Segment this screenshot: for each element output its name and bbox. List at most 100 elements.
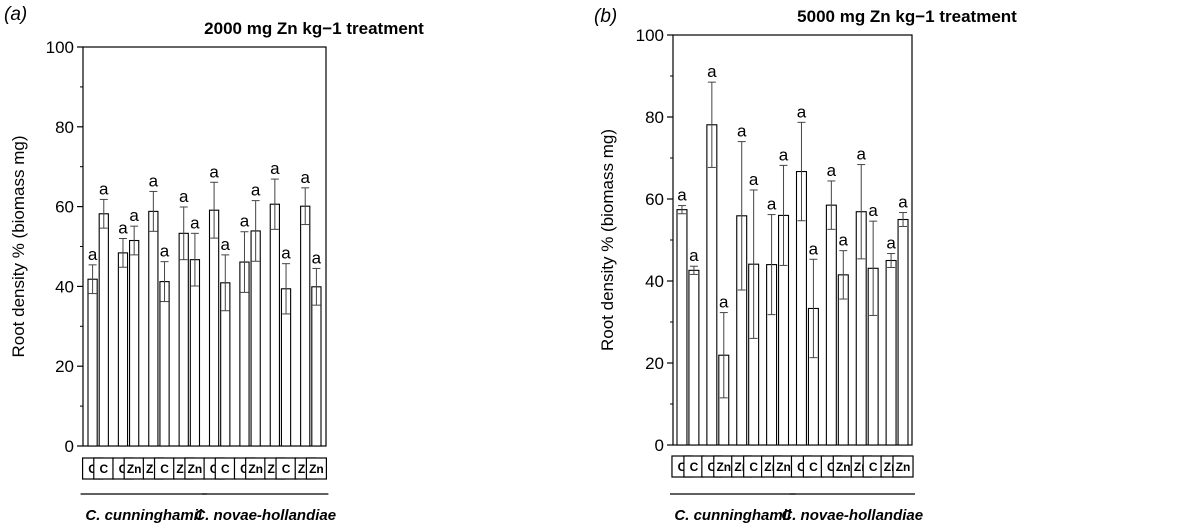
- significance-letter: a: [767, 195, 777, 214]
- treatment-text: C: [827, 460, 836, 474]
- error-bar: [749, 189, 758, 339]
- bar: [189, 259, 201, 447]
- y-axis-label: Root density % (biomass mg): [9, 135, 28, 357]
- treatment-label: Zn: [305, 457, 328, 480]
- error-bar: [677, 205, 686, 215]
- significance-letter: a: [856, 145, 866, 164]
- error-bar: [827, 180, 836, 230]
- error-bar: [869, 220, 878, 316]
- bar: [148, 210, 159, 447]
- treatment-label: C: [683, 455, 705, 478]
- error-bar: [160, 261, 169, 303]
- error-bar: [130, 225, 139, 256]
- significance-letter: a: [99, 179, 109, 198]
- bar: [837, 274, 849, 446]
- treatment-text: Zn: [309, 462, 324, 476]
- treatment-text: C: [869, 460, 878, 474]
- error-bar: [809, 258, 818, 359]
- significance-letter: a: [251, 181, 261, 200]
- error-bar: [210, 181, 219, 239]
- significance-letter: a: [886, 234, 896, 253]
- treatment-text: C: [88, 462, 97, 476]
- error-bar: [719, 312, 728, 399]
- significance-letter: a: [179, 187, 189, 206]
- chart-title: 5000 mg Zn kg−1 treatment: [797, 7, 1017, 26]
- bar: [269, 203, 280, 447]
- treatment-text: Zn: [188, 462, 203, 476]
- error-bar: [707, 81, 716, 168]
- treatment-text: C: [797, 460, 806, 474]
- panel-b: (b) 5000 mg Zn kg−1 treatment 0 20 40 60 80 100…: [594, 6, 1017, 524]
- significance-letter: a: [88, 245, 98, 264]
- bar: [706, 124, 718, 446]
- treatment-text: C: [240, 462, 249, 476]
- y-tick-label: 60: [645, 190, 664, 209]
- bar: [676, 209, 688, 446]
- treatment-label: C: [743, 455, 765, 478]
- error-bar: [797, 121, 806, 222]
- significance-letter: a: [190, 213, 200, 232]
- treatment-text: C: [99, 462, 108, 476]
- species-label: C. novae-hollandiae: [194, 507, 336, 524]
- y-tick-label: 60: [55, 198, 74, 217]
- treatment-label: Zn: [245, 457, 267, 480]
- y-tick-label: 0: [655, 436, 664, 455]
- species-label: C. cunninghamii: [674, 507, 792, 524]
- bar: [129, 239, 140, 447]
- significance-letter: a: [270, 159, 280, 178]
- significance-letter: a: [240, 212, 250, 231]
- bar: [897, 218, 909, 446]
- treatment-label: C: [862, 455, 884, 478]
- treatment-text: C: [809, 460, 818, 474]
- chart-title: 2000 mg Zn kg−1 treatment: [204, 19, 424, 38]
- treatment-text: C: [708, 460, 717, 474]
- species-label: C. cunninghamii: [85, 507, 203, 524]
- error-bar: [190, 232, 199, 287]
- significance-letter: a: [221, 235, 231, 254]
- bar: [885, 259, 897, 446]
- y-tick-label: 80: [55, 118, 74, 137]
- error-bar: [251, 200, 260, 262]
- error-bar: [767, 214, 776, 316]
- y-tick-label: 100: [636, 26, 664, 45]
- significance-letter: a: [677, 186, 687, 205]
- treatment-label: Zn: [713, 455, 735, 478]
- panel-a: (a) 2000 mg Zn kg−1 treatment 0 20 40 60 80 100…: [4, 4, 424, 524]
- significance-letter: a: [839, 231, 849, 250]
- bar: [117, 252, 129, 447]
- significance-letter: a: [300, 168, 310, 187]
- significance-letter: a: [797, 102, 807, 121]
- bar: [311, 286, 322, 447]
- y-tick-label: 20: [55, 357, 74, 376]
- y-tick-label: 80: [645, 108, 664, 127]
- bar: [87, 278, 98, 447]
- treatment-text: Zn: [716, 460, 731, 474]
- significance-letter: a: [160, 242, 170, 261]
- significance-letter: a: [898, 193, 908, 212]
- error-bar: [88, 264, 97, 295]
- significance-letter: a: [129, 206, 139, 225]
- treatment-box: [892, 455, 914, 478]
- error-bar: [99, 198, 108, 229]
- significance-letter: a: [118, 219, 128, 238]
- y-tick-label: 0: [65, 437, 74, 456]
- y-tick-label: 40: [645, 272, 664, 291]
- y-tick-label: 40: [55, 277, 74, 296]
- treatment-label: C: [214, 457, 236, 480]
- error-bar: [689, 265, 698, 275]
- significance-letter: a: [809, 239, 819, 258]
- significance-letter: a: [749, 170, 759, 189]
- bar: [825, 204, 837, 446]
- species-label: C. novae-hollandiae: [781, 507, 923, 524]
- significance-letter: a: [281, 244, 291, 263]
- treatment-text: C: [210, 462, 219, 476]
- treatment-text: C: [160, 462, 169, 476]
- treatment-label: Zn: [772, 455, 795, 478]
- significance-letter: a: [149, 171, 159, 190]
- significance-letter: a: [868, 201, 878, 220]
- treatment-text: C: [119, 462, 128, 476]
- error-bar: [887, 253, 896, 268]
- bar: [250, 230, 261, 447]
- treatment-box: [305, 457, 328, 480]
